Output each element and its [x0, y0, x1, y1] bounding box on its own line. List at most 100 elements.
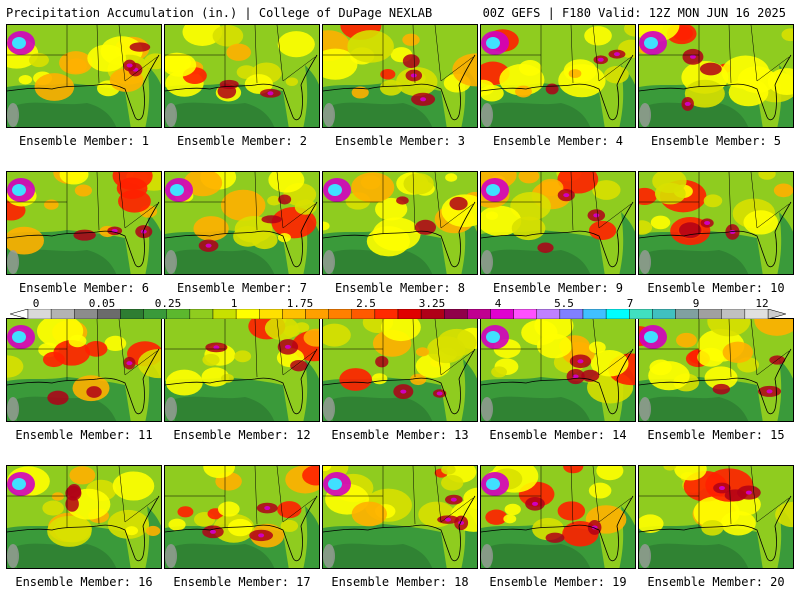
precip-map-20 [639, 466, 793, 568]
precip-map-13 [323, 319, 477, 421]
colorbar-segment [27, 309, 52, 319]
precip-colorbar [10, 309, 786, 319]
ensemble-member-caption: Ensemble Member: 18 [331, 575, 469, 589]
precip-map-12 [165, 319, 319, 421]
colorbar-segment [582, 309, 607, 319]
ensemble-panel-5 [638, 24, 794, 128]
ensemble-member-caption: Ensemble Member: 11 [15, 428, 153, 442]
colorbar-segment [97, 309, 121, 319]
ensemble-member-caption: Ensemble Member: 19 [489, 575, 627, 589]
precip-map-18 [323, 466, 477, 568]
colorbar-segment [120, 309, 144, 319]
precip-map-15 [639, 319, 793, 421]
colorbar-segment [652, 309, 676, 319]
ensemble-member-caption: Ensemble Member: 16 [15, 575, 153, 589]
ensemble-panel-4 [480, 24, 636, 128]
ensemble-member-caption: Ensemble Member: 4 [492, 134, 624, 148]
colorbar-segment [744, 309, 769, 319]
ensemble-panel-10 [638, 171, 794, 275]
colorbar-segment [305, 309, 329, 319]
ensemble-panel-18 [322, 465, 478, 569]
ensemble-panel-6 [6, 171, 162, 275]
ensemble-panel-20 [638, 465, 794, 569]
colorbar-tick-label: 9 [692, 297, 700, 310]
colorbar-segment [721, 309, 746, 319]
colorbar-high-arrow [767, 309, 786, 319]
precip-map-4 [481, 25, 635, 127]
colorbar-segment [675, 309, 699, 319]
colorbar-segment [490, 309, 514, 319]
precip-map-16 [7, 466, 161, 568]
colorbar-tick-label: 4 [494, 297, 502, 310]
ensemble-member-caption: Ensemble Member: 6 [18, 281, 150, 295]
ensemble-member-caption: Ensemble Member: 9 [492, 281, 624, 295]
ensemble-member-caption: Ensemble Member: 2 [176, 134, 308, 148]
ensemble-panel-8 [322, 171, 478, 275]
colorbar-tick-label: 1 [230, 297, 238, 310]
colorbar-segment [328, 309, 352, 319]
colorbar-tick-label: 1.75 [286, 297, 314, 310]
ensemble-member-caption: Ensemble Member: 15 [647, 428, 785, 442]
colorbar-segment [212, 309, 237, 319]
ensemble-panel-3 [322, 24, 478, 128]
colorbar-tick-label: 3.25 [418, 297, 446, 310]
colorbar-tick-label: 0.05 [88, 297, 116, 310]
ensemble-panel-12 [164, 318, 320, 422]
colorbar-segment [397, 309, 422, 319]
colorbar-segment [605, 309, 630, 319]
ensemble-panel-9 [480, 171, 636, 275]
colorbar-segment [444, 309, 468, 319]
colorbar-tick-label: 2.5 [356, 297, 376, 310]
colorbar-segment [629, 309, 653, 319]
colorbar-segment [50, 309, 75, 319]
colorbar-tick-label: 7 [626, 297, 634, 310]
colorbar-segment [166, 309, 191, 319]
colorbar-segment [536, 309, 561, 319]
precip-map-5 [639, 25, 793, 127]
precip-map-8 [323, 172, 477, 274]
ensemble-member-caption: Ensemble Member: 13 [331, 428, 469, 442]
colorbar-segment [698, 309, 722, 319]
precip-map-19 [481, 466, 635, 568]
ensemble-member-caption: Ensemble Member: 14 [489, 428, 627, 442]
map-title: Precipitation Accumulation (in.) | Colle… [6, 6, 433, 20]
colorbar-segment [513, 309, 537, 319]
ensemble-member-caption: Ensemble Member: 5 [650, 134, 782, 148]
colorbar-segment [235, 309, 260, 319]
colorbar-segment [282, 309, 306, 319]
ensemble-member-caption: Ensemble Member: 1 [18, 134, 150, 148]
colorbar-tick-label: 0 [32, 297, 40, 310]
precip-map-10 [639, 172, 793, 274]
colorbar-segment [374, 309, 399, 319]
precip-map-3 [323, 25, 477, 127]
precip-map-17 [165, 466, 319, 568]
colorbar-tick-label: 0.25 [154, 297, 182, 310]
ensemble-panel-17 [164, 465, 320, 569]
ensemble-member-caption: Ensemble Member: 20 [647, 575, 785, 589]
ensemble-member-caption: Ensemble Member: 10 [647, 281, 785, 295]
ensemble-member-caption: Ensemble Member: 12 [173, 428, 311, 442]
ensemble-member-caption: Ensemble Member: 3 [334, 134, 466, 148]
ensemble-panel-11 [6, 318, 162, 422]
precip-map-14 [481, 319, 635, 421]
ensemble-panel-14 [480, 318, 636, 422]
colorbar-low-arrow [10, 309, 29, 319]
valid-time-label: 00Z GEFS | F180 Valid: 12Z MON JUN 16 20… [482, 6, 786, 20]
colorbar-tick-label: 5.5 [554, 297, 574, 310]
precip-map-7 [165, 172, 319, 274]
colorbar-tick-label: 12 [755, 297, 769, 310]
ensemble-panel-2 [164, 24, 320, 128]
precip-map-9 [481, 172, 635, 274]
ensemble-member-caption: Ensemble Member: 7 [176, 281, 308, 295]
colorbar-segment [420, 309, 445, 319]
ensemble-panel-13 [322, 318, 478, 422]
colorbar-segment [351, 309, 376, 319]
ensemble-panel-16 [6, 465, 162, 569]
ensemble-panel-7 [164, 171, 320, 275]
colorbar-segment [467, 309, 491, 319]
colorbar-segment [189, 309, 214, 319]
colorbar-segment [559, 309, 584, 319]
precip-map-11 [7, 319, 161, 421]
precip-map-2 [165, 25, 319, 127]
colorbar-segment [74, 309, 98, 319]
